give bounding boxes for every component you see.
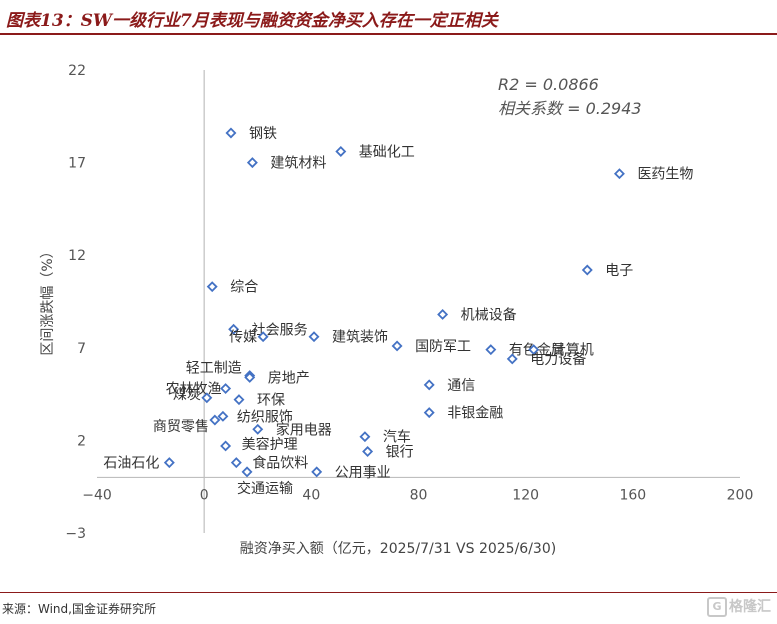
data-label: 钢铁 <box>249 126 277 142</box>
data-point <box>217 410 229 422</box>
data-label: 传媒 <box>229 330 257 346</box>
y-tick-label: −3 <box>65 526 86 542</box>
data-point <box>233 394 245 406</box>
chart-title: 图表13：SW一级行业7月表现与融资资金净买入存在一定正相关 <box>6 11 498 31</box>
x-axis-label: 融资净买入额（亿元，2025/7/31 VS 2025/6/30) <box>240 541 556 557</box>
data-label: 轻工制造 <box>186 361 242 377</box>
data-point <box>230 457 242 469</box>
data-point <box>437 308 449 320</box>
data-point <box>528 344 540 356</box>
footer-divider <box>0 592 777 593</box>
data-label: 环保 <box>257 393 285 409</box>
data-point <box>246 157 258 169</box>
data-point <box>241 466 253 478</box>
data-point <box>220 383 232 395</box>
data-label: 建筑装饰 <box>332 330 388 346</box>
data-label: 房地产 <box>268 370 310 386</box>
data-label: 美容护理 <box>242 436 298 453</box>
data-label: 电力设备 <box>530 351 586 368</box>
y-tick-label: 12 <box>68 248 86 264</box>
data-label: 汽车 <box>383 429 411 446</box>
data-point <box>225 127 237 139</box>
data-label: 通信 <box>447 378 475 394</box>
data-label: 计算机 <box>552 343 594 359</box>
data-label: 基础化工 <box>359 143 415 160</box>
x-tick-label: 160 <box>619 487 646 503</box>
data-label: 建筑材料 <box>270 156 326 172</box>
data-point <box>359 431 371 443</box>
data-point <box>506 353 518 365</box>
x-tick-label: 40 <box>302 487 320 503</box>
data-point <box>423 379 435 391</box>
annotation-correlation: 相关系数 = 0.2943 <box>498 99 642 118</box>
data-label: 银行 <box>386 445 414 461</box>
data-point <box>581 264 593 276</box>
data-point <box>311 466 323 478</box>
watermark-text: 格隆汇 <box>729 599 771 615</box>
title-divider <box>0 33 777 35</box>
data-point <box>485 344 497 356</box>
data-point <box>244 371 256 383</box>
data-point <box>252 423 264 435</box>
data-point <box>257 331 269 343</box>
data-label: 公用事业 <box>335 465 391 481</box>
y-tick-label: 2 <box>77 433 86 449</box>
x-tick-label: 200 <box>727 487 754 503</box>
data-point <box>163 457 175 469</box>
source-note: 来源：Wind,国金证券研究所 <box>2 602 156 616</box>
data-label: 机械设备 <box>461 306 517 323</box>
data-label: 家用电器 <box>276 421 332 438</box>
data-point <box>220 440 232 452</box>
data-point <box>201 392 213 404</box>
data-label: 综合 <box>230 280 258 296</box>
data-label: 非银金融 <box>447 406 503 422</box>
data-point <box>423 407 435 419</box>
data-point <box>308 331 320 343</box>
data-point <box>613 168 625 180</box>
annotation-r2: R2 = 0.0866 <box>498 75 599 94</box>
data-point <box>209 414 221 426</box>
data-label: 煤炭 <box>173 387 201 403</box>
x-tick-label: 120 <box>512 487 539 503</box>
data-point <box>335 146 347 157</box>
y-tick-label: 7 <box>77 341 86 357</box>
marks-group: 钢铁基础化工建筑材料医药生物电子综合机械设备社会服务传媒建筑装饰国防军工有色金属… <box>103 126 693 497</box>
data-label: 石油石化 <box>103 456 159 472</box>
data-label: 医药生物 <box>637 167 693 183</box>
x-tick-label: 0 <box>200 487 209 503</box>
data-point <box>362 446 374 457</box>
data-label: 国防军工 <box>415 339 471 355</box>
data-label: 食品饮料 <box>252 455 308 472</box>
y-axis-label: 区间涨跌幅（%） <box>40 244 56 355</box>
x-tick-label: 80 <box>410 487 428 503</box>
data-point <box>206 281 218 293</box>
watermark: G 格隆汇 <box>707 596 771 617</box>
axes-group: −40 0 40 80 120 160 200 22 17 12 7 2 −3 <box>65 63 753 542</box>
watermark-logo-icon: G <box>707 597 727 617</box>
data-point <box>391 340 403 352</box>
x-tick-label: −40 <box>82 487 112 503</box>
data-label: 电子 <box>605 263 633 279</box>
data-label: 纺织服饰 <box>237 409 293 425</box>
data-point <box>228 323 240 335</box>
y-tick-label: 22 <box>68 63 86 79</box>
data-label: 商贸零售 <box>153 419 209 435</box>
data-label: 交通运输 <box>237 480 293 497</box>
y-tick-label: 17 <box>68 156 86 172</box>
scatter-chart: −40 0 40 80 120 160 200 22 17 12 7 2 −3 钢铁基础化工建筑材料医药… <box>40 63 753 557</box>
